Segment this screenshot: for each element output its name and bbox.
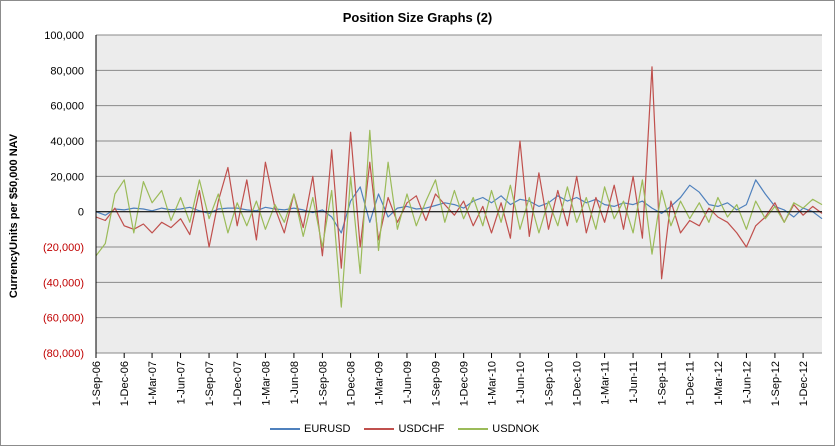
legend-label-eurusd: EURUSD [304,423,351,435]
x-tick-label: 1-Mar-09 [373,361,385,406]
x-tick-label: 1-Dec-10 [572,361,584,406]
x-tick-labels: 1-Sep-06 1-Dec-06 1-Mar-07 1-Jun-07 1-Sep-07… [91,353,810,406]
series-line-usdnok [95,129,823,308]
x-tick-label: 1-Jun-11 [628,361,640,404]
chart-title: Position Size Graphs (2) [342,10,493,25]
legend-label-usdchf: USDCHF [398,423,445,435]
series-layer [95,66,823,308]
x-tick-label: 1-Jun-08 [289,361,301,404]
y-tick-label: (60,000) [43,313,84,325]
x-tick-label: 1-Jun-10 [515,361,527,404]
x-tick-label: 1-Mar-12 [713,361,725,406]
legend-swatch-usdchf [364,428,395,430]
x-tick-label: 1-Sep-06 [91,361,103,406]
x-tick-label: 1-Sep-10 [544,361,556,406]
x-tick-label: 1-Jun-07 [176,361,188,404]
legend: EURUSD USDCHF USDNOK [270,423,539,435]
series-line-usdchf [95,66,823,280]
x-tick-label: 1-Sep-12 [770,361,782,406]
x-tick-label: 1-Dec-12 [798,361,810,406]
x-tick-label: 1-Sep-09 [430,361,442,406]
x-tick-label: 1-Sep-08 [317,361,329,406]
x-tick-label: 1-Dec-11 [685,361,697,405]
y-tick-label: 100,000 [44,30,84,42]
x-tick-label: 1-Jun-12 [741,361,753,404]
x-tick-label: 1-Mar-10 [487,361,499,406]
legend-item-usdnok: USDNOK [458,423,539,435]
x-tick-label: 1-Mar-08 [260,361,272,406]
x-tick-label: 1-Sep-11 [657,361,669,405]
y-tick-label: 60,000 [50,101,84,113]
x-tick-label: 1-Mar-07 [147,361,159,406]
y-tick-label: 0 [78,207,84,219]
legend-item-eurusd: EURUSD [270,423,350,435]
legend-item-usdchf: USDCHF [364,423,444,435]
y-tick-label: (80,000) [43,348,84,360]
x-tick-label: 1-Dec-07 [232,361,244,406]
x-tick-label: 1-Dec-06 [119,361,131,406]
y-tick-label: (40,000) [43,277,84,289]
y-tick-labels: 100,000 80,000 60,000 40,000 20,000 0 (20,000)… [43,30,84,360]
legend-swatch-usdnok [458,428,489,430]
y-tick-label: 20,000 [50,171,84,183]
x-tick-label: 1-Sep-07 [204,361,216,406]
x-tick-label: 1-Jun-09 [402,361,414,404]
y-tick-label: 40,000 [50,136,84,148]
x-tick-label: 1-Dec-08 [346,361,358,406]
x-tick-label: 1-Mar-11 [600,361,612,405]
plot-area [96,35,822,353]
legend-label-usdnok: USDNOK [492,423,540,435]
x-tick-label: 1-Dec-09 [459,361,471,406]
legend-swatch-eurusd [270,428,300,430]
y-tick-label: (20,000) [43,242,84,254]
y-tick-label: 80,000 [50,65,84,77]
